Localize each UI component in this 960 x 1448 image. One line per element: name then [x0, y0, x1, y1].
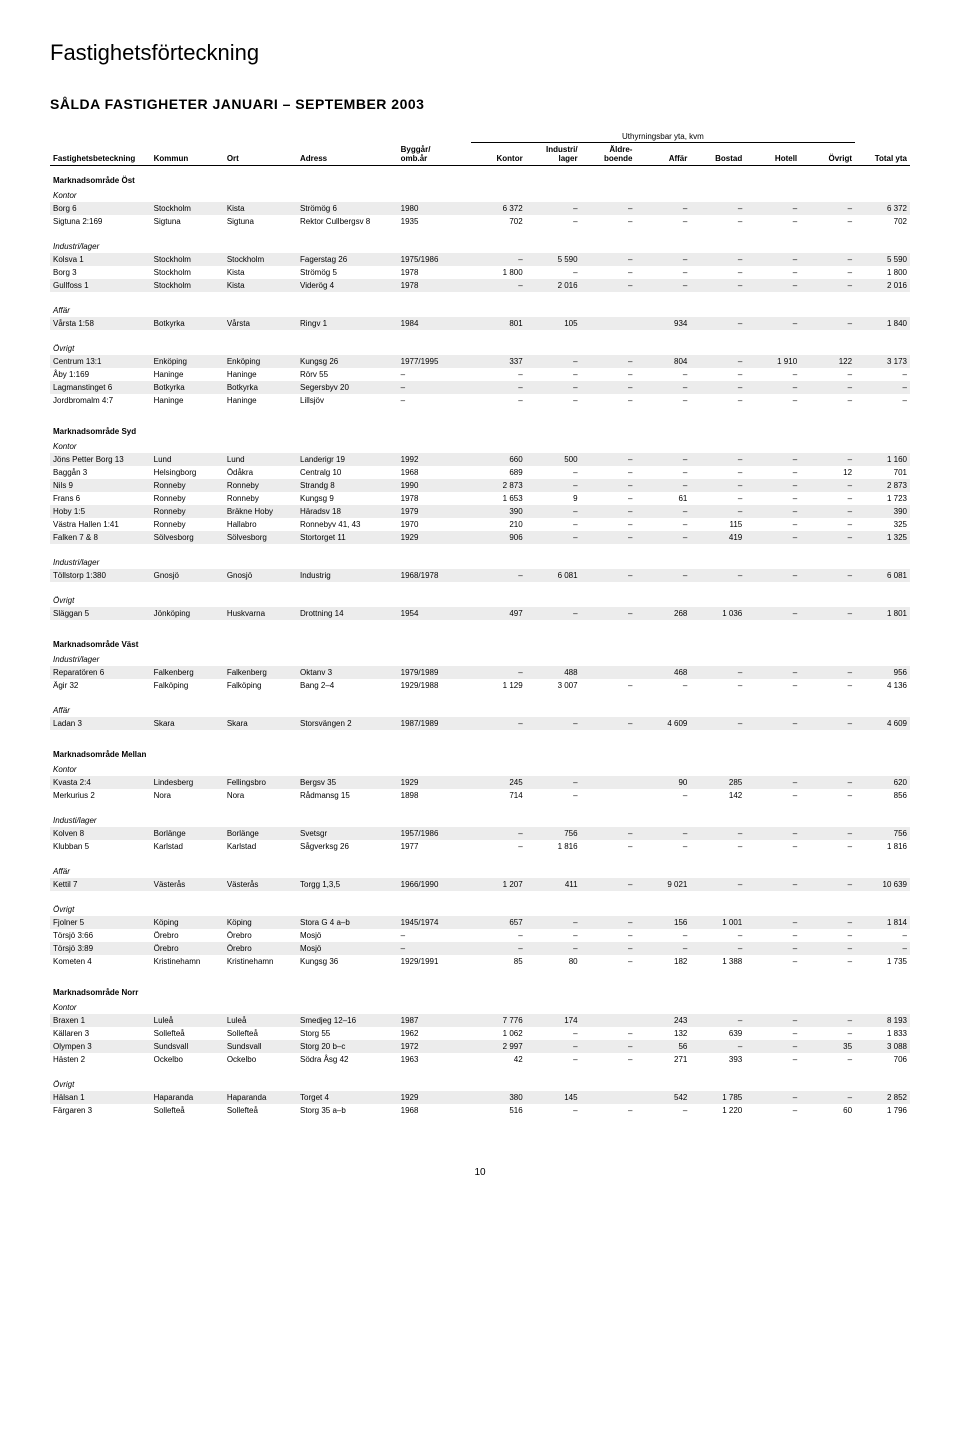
table-row: Frans 6RonnebyRonnebyKungsg 919781 6539–…	[50, 492, 910, 505]
table-row: Nils 9RonnebyRonnebyStrandg 819902 873––…	[50, 479, 910, 492]
section-row: Marknadsområde Öst	[50, 166, 910, 188]
table-row: Törsjö 3:66ÖrebroÖrebroMosjö–––––––––	[50, 929, 910, 942]
subsection-row: Övrigt	[50, 901, 910, 916]
table-body: Marknadsområde ÖstKontorBorg 6StockholmK…	[50, 166, 910, 1128]
column-header: Affär	[635, 143, 690, 166]
table-row: Åby 1:169HaningeHaningeRörv 55–––––––––	[50, 368, 910, 381]
subsection-row: Industri/lager	[50, 554, 910, 569]
section-row: Marknadsområde Mellan	[50, 740, 910, 761]
table-row: Braxen 1LuleåLuleåSmedjeg 12–1619877 776…	[50, 1014, 910, 1027]
table-row: Kometen 4KristinehamnKristinehamnKungsg …	[50, 955, 910, 968]
table-row: Vårsta 1:58BotkyrkaVårstaRingv 119848011…	[50, 317, 910, 330]
subsection-row: Industi/lager	[50, 812, 910, 827]
subsection-row: Kontor	[50, 761, 910, 776]
table-row: Jöns Petter Borg 13LundLundLanderigr 191…	[50, 453, 910, 466]
table-row: Västra Hallen 1:41RonnebyHallabroRonneby…	[50, 518, 910, 531]
table-row: Sigtuna 2:169SigtunaSigtunaRektor Cullbe…	[50, 215, 910, 228]
table-row: Merkurius 2NoraNoraRådmansg 151898714––1…	[50, 789, 910, 802]
column-header: Kommun	[151, 143, 224, 166]
table-row: Lagmanstinget 6BotkyrkaBotkyrkaSegersbyv…	[50, 381, 910, 394]
table-row: Olympen 3SundsvallSundsvallStorg 20 b–c1…	[50, 1040, 910, 1053]
table-row: Törsjö 3:89ÖrebroÖrebroMosjö–––––––––	[50, 942, 910, 955]
column-header: Kontor	[471, 143, 526, 166]
column-header: Fastighetsbeteckning	[50, 143, 151, 166]
table-row: Hästen 2OckelboOckelboSödra Åsg 42196342…	[50, 1053, 910, 1066]
table-row: Jordbromalm 4:7HaningeHaningeLillsjöv–––…	[50, 394, 910, 407]
table-row: Kettil 7VästeråsVästeråsTorgg 1,3,51966/…	[50, 878, 910, 891]
subsection-row: Kontor	[50, 438, 910, 453]
table-row: Färgaren 3SollefteåSollefteåStorg 35 a–b…	[50, 1104, 910, 1117]
table-row: Borg 3StockholmKistaStrömög 519781 800––…	[50, 266, 910, 279]
table-row: Ladan 3SkaraSkaraStorsvängen 21987/1989–…	[50, 717, 910, 730]
column-header: Övrigt	[800, 143, 855, 166]
super-header: Uthyrningsbar yta, kvm	[471, 130, 855, 143]
table-row: Kolven 8BorlängeBorlängeSvetsgr1957/1986…	[50, 827, 910, 840]
table-row: Kvasta 2:4LindesbergFellingsbroBergsv 35…	[50, 776, 910, 789]
column-header: Äldre-boende	[581, 143, 636, 166]
table-row: Hoby 1:5RonnebyBräkne HobyHäradsv 181979…	[50, 505, 910, 518]
subsection-row: Industri/lager	[50, 651, 910, 666]
column-header: Hotell	[745, 143, 800, 166]
subsection-row: Kontor	[50, 999, 910, 1014]
property-table: Uthyrningsbar yta, kvm Fastighetsbeteckn…	[50, 130, 910, 1127]
column-header: Total yta	[855, 143, 910, 166]
section-row: Marknadsområde Syd	[50, 417, 910, 438]
section-heading: SÅLDA FASTIGHETER JANUARI – SEPTEMBER 20…	[50, 96, 910, 112]
table-row: Släggan 5JönköpingHuskvarnaDrottning 141…	[50, 607, 910, 620]
page-title: Fastighetsförteckning	[50, 40, 910, 66]
table-header: Uthyrningsbar yta, kvm Fastighetsbeteckn…	[50, 130, 910, 166]
table-row: Fjolner 5KöpingKöpingStora G 4 a–b1945/1…	[50, 916, 910, 929]
table-row: Gullfoss 1StockholmKistaViderög 41978–2 …	[50, 279, 910, 292]
column-header: Ort	[224, 143, 297, 166]
table-row: Töllstorp 1:380GnosjöGnosjöIndustrig1968…	[50, 569, 910, 582]
table-row: Kolsva 1StockholmStockholmFagerstag 2619…	[50, 253, 910, 266]
table-row: Baggån 3HelsingborgÖdåkraCentralg 101968…	[50, 466, 910, 479]
section-row: Marknadsområde Norr	[50, 978, 910, 999]
column-header: Bostad	[690, 143, 745, 166]
subsection-row: Affär	[50, 863, 910, 878]
table-row: Borg 6StockholmKistaStrömög 619806 372––…	[50, 202, 910, 215]
section-row: Marknadsområde Väst	[50, 630, 910, 651]
subsection-row: Affär	[50, 302, 910, 317]
subsection-row: Övrigt	[50, 340, 910, 355]
column-header: Adress	[297, 143, 398, 166]
subsection-row: Övrigt	[50, 1076, 910, 1091]
table-row: Reparatören 6FalkenbergFalkenbergOktanv …	[50, 666, 910, 679]
table-row: Centrum 13:1EnköpingEnköpingKungsg 26197…	[50, 355, 910, 368]
subsection-row: Affär	[50, 702, 910, 717]
column-header: Industri/lager	[526, 143, 581, 166]
table-row: Ägir 32FalköpingFalköpingBang 2–41929/19…	[50, 679, 910, 692]
table-row: Falken 7 & 8SölvesborgSölvesborgStortorg…	[50, 531, 910, 544]
table-row: Klubban 5KarlstadKarlstadSågverksg 26197…	[50, 840, 910, 853]
table-row: Hälsan 1HaparandaHaparandaTorget 4192938…	[50, 1091, 910, 1104]
subsection-row: Kontor	[50, 187, 910, 202]
page-number: 10	[50, 1167, 910, 1178]
subsection-row: Övrigt	[50, 592, 910, 607]
subsection-row: Industri/lager	[50, 238, 910, 253]
column-header: Byggår/omb.år	[398, 143, 471, 166]
table-row: Källaren 3SollefteåSollefteåStorg 551962…	[50, 1027, 910, 1040]
